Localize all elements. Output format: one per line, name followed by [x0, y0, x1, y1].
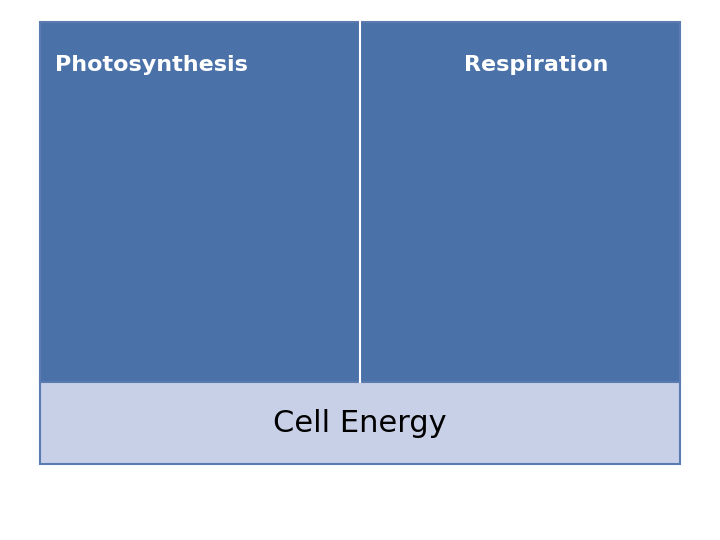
Text: Cell Energy: Cell Energy: [273, 409, 447, 438]
Bar: [40, 382, 680, 464]
Text: Photosynthesis: Photosynthesis: [55, 55, 248, 75]
Text: Respiration: Respiration: [464, 55, 608, 75]
Bar: [360, 22, 680, 382]
Bar: [40, 22, 360, 382]
